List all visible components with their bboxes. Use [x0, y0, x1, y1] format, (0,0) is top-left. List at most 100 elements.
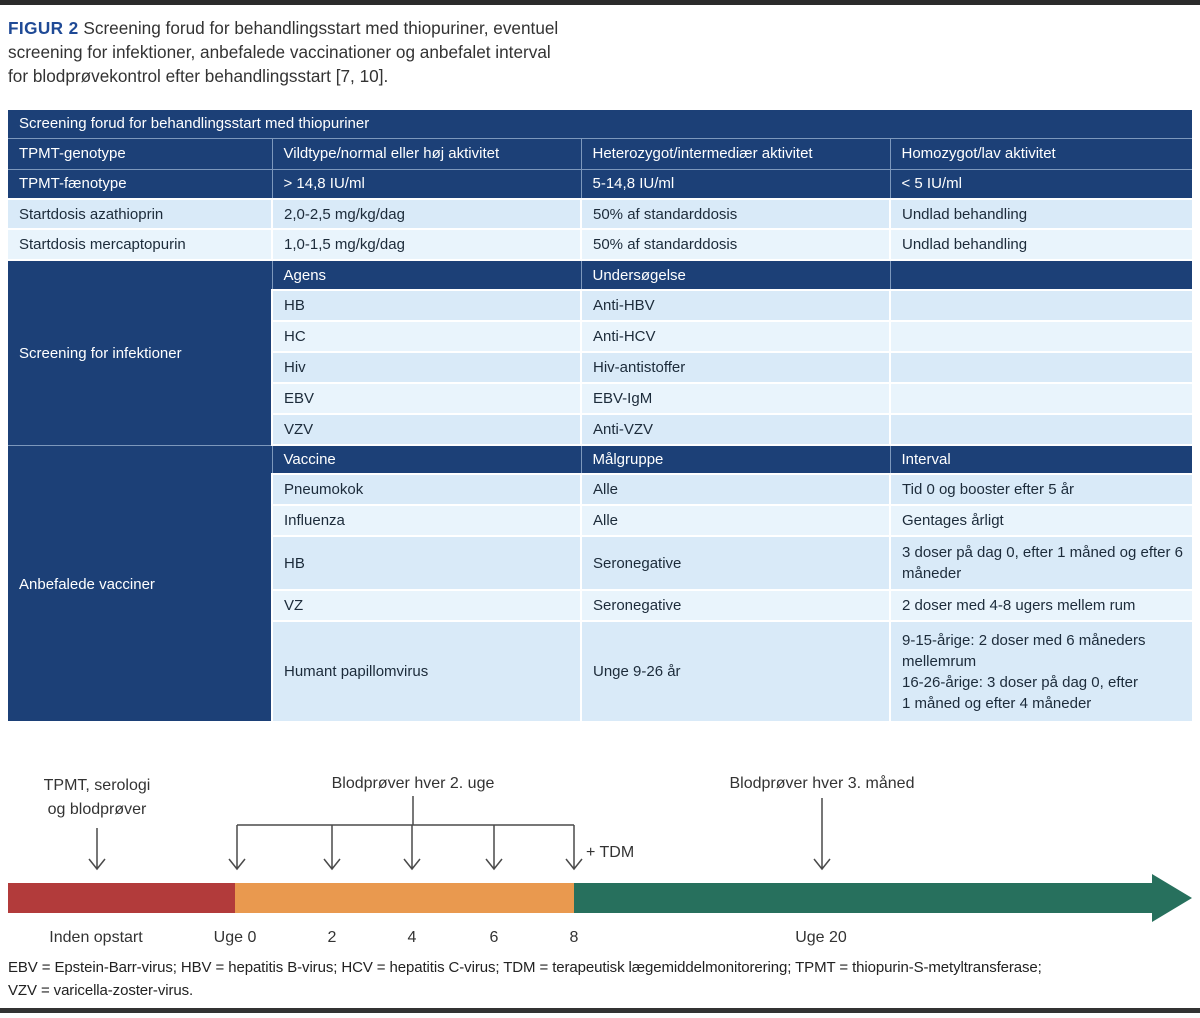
- table-row: Startdosis mercaptopurin 1,0-1,5 mg/kg/d…: [7, 228, 1194, 261]
- cell: VZV: [271, 413, 582, 446]
- cell: 50% af standarddosis: [580, 228, 891, 261]
- cell: 2 doser med 4-8 ugers mellem rum: [888, 589, 1194, 622]
- arrow-pre-treatment: [88, 828, 106, 871]
- cell: Influenza: [271, 504, 582, 537]
- cell: TPMT-genotype: [7, 137, 273, 170]
- cell: VZ: [271, 589, 582, 622]
- cell: Seronegative: [580, 589, 891, 622]
- figure-number-label: FIGUR 2: [8, 18, 79, 38]
- cell: 5-14,8 IU/ml: [580, 168, 891, 200]
- cell: [888, 382, 1194, 415]
- bottom-rule: [0, 1008, 1200, 1013]
- cell: 1,0-1,5 mg/kg/dag: [271, 228, 582, 261]
- table-row: Hiv Hiv-antistoffer: [8, 351, 1194, 384]
- cell: Anti-HBV: [580, 289, 891, 322]
- abbreviations-footnote: EBV = Epstein-Barr-virus; HBV = hepatiti…: [8, 959, 1042, 999]
- table-row-section-header: Screening forud for behandlingsstart med…: [7, 109, 1193, 139]
- cell: Anti-HCV: [580, 320, 891, 353]
- screening-table: Screening forud for behandlingsstart med…: [7, 109, 1194, 722]
- cell: Undersøgelse: [580, 259, 891, 291]
- timeline-ticks: Inden opstart Uge 0 2 4 6 8 Uge 20: [49, 929, 847, 946]
- cell: Gentages årligt: [888, 504, 1194, 537]
- tick-label: 6: [490, 929, 499, 946]
- timeline-label-pre-line2: og blodprøver: [48, 801, 147, 818]
- cell: Alle: [580, 504, 891, 537]
- bar-segment-biweekly: [235, 883, 574, 913]
- table-row: Influenza Alle Gentages årligt: [8, 504, 1194, 537]
- biweekly-bracket: [228, 796, 583, 871]
- cell: Hiv: [271, 351, 582, 384]
- figure-title: FIGUR 2 Screening forud for behandlingss…: [8, 16, 728, 88]
- table-row: VZV Anti-VZV: [8, 413, 1194, 446]
- cell: HC: [271, 320, 582, 353]
- tick-label: 8: [570, 929, 579, 946]
- cell: Interval: [889, 444, 1193, 475]
- cell: HB: [271, 535, 582, 591]
- cell: Agens: [271, 259, 582, 291]
- cell: Anti-VZV: [580, 413, 891, 446]
- cell: HB: [271, 289, 582, 322]
- table-row: TPMT-fænotype > 14,8 IU/ml 5-14,8 IU/ml …: [7, 168, 1193, 200]
- table-row: HB Seronegative 3 doser på dag 0, efter …: [8, 535, 1194, 591]
- cell: Startdosis azathioprin: [7, 198, 273, 230]
- arrow-quarterly: [813, 798, 831, 871]
- tick-label: 2: [328, 929, 337, 946]
- timeline-label-biweekly: Blodprøver hver 2. uge: [332, 775, 495, 792]
- cell: EBV: [271, 382, 582, 415]
- tick-label: Uge 0: [214, 929, 257, 946]
- bar-segment-quarterly: [574, 883, 1152, 913]
- cell: Pneumokok: [271, 473, 582, 506]
- figure-title-text: Screening forud for behandlingsstart med…: [8, 18, 559, 86]
- table-row: Humant papillomvirus Unge 9-26 år 9-15-å…: [8, 620, 1194, 722]
- table-row: HB Anti-HBV: [8, 289, 1194, 322]
- cell: Undlad behandling: [888, 228, 1194, 261]
- cell: Humant papillomvirus: [271, 620, 582, 722]
- cell: 2,0-2,5 mg/kg/dag: [271, 198, 582, 230]
- table-row: EBV EBV-IgM: [8, 382, 1194, 415]
- cell: Heterozygot/intermediær aktivitet: [580, 137, 891, 170]
- table-row: VZ Seronegative 2 doser med 4-8 ugers me…: [8, 589, 1194, 622]
- cell: 3 doser på dag 0, efter 1 måned og efter…: [888, 535, 1194, 591]
- cell: Målgruppe: [580, 444, 891, 475]
- table-row: Pneumokok Alle Tid 0 og booster efter 5 …: [8, 473, 1194, 506]
- cell: Undlad behandling: [888, 198, 1194, 230]
- tick-label: Uge 20: [795, 929, 847, 946]
- cell: Startdosis mercaptopurin: [7, 228, 273, 261]
- tick-label: Inden opstart: [49, 929, 143, 946]
- cell: Tid 0 og booster efter 5 år: [888, 473, 1194, 506]
- table-row-section-header: Anbefalede vacciner Vaccine Målgruppe In…: [7, 444, 1193, 722]
- cell: Alle: [580, 473, 891, 506]
- cell: TPMT-fænotype: [7, 168, 273, 200]
- cell: [889, 259, 1193, 291]
- tick-label: 4: [408, 929, 417, 946]
- cell: [888, 289, 1194, 322]
- timeline-bar: [8, 874, 1192, 922]
- table-row: Startdosis azathioprin 2,0-2,5 mg/kg/dag…: [7, 198, 1194, 230]
- cell: Unge 9-26 år: [580, 620, 891, 722]
- cell: 50% af standarddosis: [580, 198, 891, 230]
- bar-segment-pre: [8, 883, 235, 913]
- bar-arrowhead: [1152, 874, 1192, 922]
- cell: [888, 320, 1194, 353]
- cell: Seronegative: [580, 535, 891, 591]
- top-rule: [0, 0, 1200, 5]
- cell: EBV-IgM: [580, 382, 891, 415]
- cell: Homozygot/lav aktivitet: [889, 137, 1193, 170]
- table-row: HC Anti-HCV: [8, 320, 1194, 353]
- cell: [888, 351, 1194, 384]
- timeline-diagram: TPMT, serologi og blodprøver Blodprøver …: [8, 774, 1192, 946]
- timeline-label-quarterly: Blodprøver hver 3. måned: [730, 774, 915, 792]
- cell-section-label: Screening for infektioner: [7, 259, 273, 446]
- cell: < 5 IU/ml: [889, 168, 1193, 200]
- timeline-tdm-label: + TDM: [586, 844, 634, 861]
- cell-section-label: Anbefalede vacciner: [7, 444, 273, 722]
- cell: Hiv-antistoffer: [580, 351, 891, 384]
- cell: Vaccine: [271, 444, 582, 475]
- timeline-label-pre-line1: TPMT, serologi: [44, 777, 151, 794]
- cell: Vildtype/normal eller høj aktivitet: [271, 137, 582, 170]
- cell: 9-15-årige: 2 doser med 6 måneders melle…: [888, 620, 1194, 722]
- cell: Screening forud for behandlingsstart med…: [7, 109, 1193, 139]
- table-row: TPMT-genotype Vildtype/normal eller høj …: [7, 137, 1193, 170]
- cell: [888, 413, 1194, 446]
